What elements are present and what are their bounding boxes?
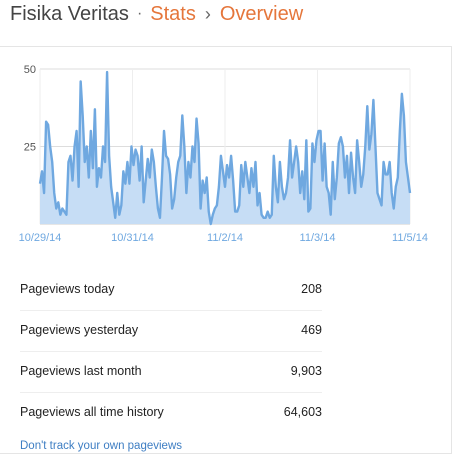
dont-track-own-pageviews-link[interactable]: Don't track your own pageviews <box>20 440 182 452</box>
breadcrumb-chevron-icon: › <box>204 3 211 24</box>
stat-value: 208 <box>301 282 322 296</box>
page-header: Fisika Veritas · Stats › Overview <box>10 0 303 28</box>
y-tick-label: 50 <box>24 64 36 76</box>
breadcrumb-overview: Overview <box>219 2 304 25</box>
x-tick-label: 10/31/14 <box>111 232 154 244</box>
pageview-stats-table: Pageviews today 208 Pageviews yesterday … <box>20 270 322 433</box>
stat-label: Pageviews today <box>20 282 115 296</box>
series-area <box>40 72 410 224</box>
x-tick-label: 11/3/14 <box>300 232 336 244</box>
stat-label: Pageviews all time history <box>20 405 164 419</box>
stat-value: 469 <box>301 323 322 337</box>
breadcrumb-stats[interactable]: Stats <box>150 2 196 25</box>
stat-label: Pageviews yesterday <box>20 323 139 337</box>
stat-label: Pageviews last month <box>20 364 142 378</box>
stat-value: 9,903 <box>290 364 322 378</box>
stat-row-yesterday: Pageviews yesterday 469 <box>20 310 322 351</box>
pageviews-chart: 25 50 10/29/14 10/31/14 11/2/14 11/3/14 11/5/1… <box>19 64 428 244</box>
x-tick-label: 11/2/14 <box>207 232 243 244</box>
stat-row-all-time: Pageviews all time history 64,603 <box>20 392 322 433</box>
stat-value: 64,603 <box>283 405 322 419</box>
series-line <box>38 70 412 226</box>
y-tick-label: 25 <box>24 142 36 154</box>
x-tick-label: 11/5/14 <box>392 232 428 244</box>
stat-row-today: Pageviews today 208 <box>20 270 322 310</box>
breadcrumb-separator: · <box>136 5 143 22</box>
x-tick-label: 10/29/14 <box>19 232 62 244</box>
blog-name[interactable]: Fisika Veritas <box>10 2 129 25</box>
stats-panel <box>0 46 452 454</box>
stat-row-last-month: Pageviews last month 9,903 <box>20 351 322 392</box>
